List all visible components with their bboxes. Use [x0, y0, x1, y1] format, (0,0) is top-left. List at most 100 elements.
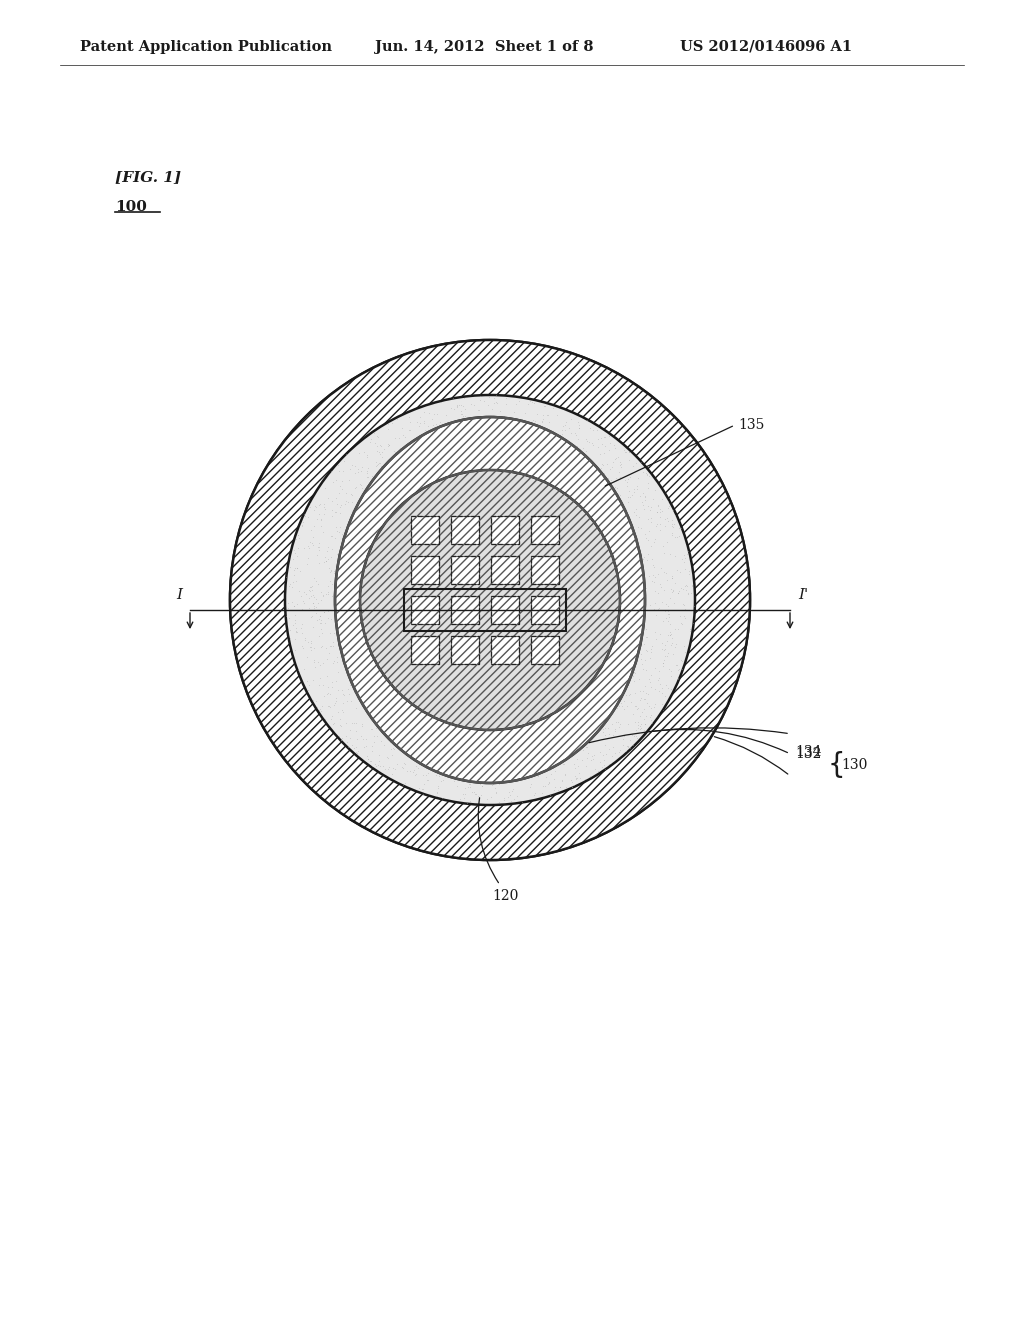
Point [404, 706, 421, 727]
Point [510, 619, 526, 640]
Point [549, 544, 565, 565]
Point [336, 450, 352, 471]
Point [480, 577, 497, 598]
Point [499, 722, 515, 743]
Point [534, 421, 550, 442]
Point [469, 545, 485, 566]
Point [583, 495, 599, 516]
Point [567, 557, 584, 578]
Point [425, 573, 441, 594]
Point [360, 532, 377, 553]
Point [568, 484, 585, 506]
Point [477, 492, 494, 513]
Point [461, 582, 477, 603]
Point [506, 722, 522, 743]
Point [470, 635, 486, 656]
Point [565, 619, 582, 640]
Point [557, 675, 573, 696]
Point [334, 523, 350, 544]
Point [396, 536, 413, 557]
Point [475, 473, 492, 494]
Point [611, 454, 628, 475]
Point [450, 741, 466, 762]
Point [432, 771, 449, 792]
Point [622, 585, 638, 606]
Point [347, 627, 364, 648]
Point [327, 572, 343, 593]
Point [362, 653, 379, 675]
Point [333, 582, 349, 603]
Point [502, 693, 518, 714]
Bar [411, 597, 439, 624]
Point [621, 450, 637, 471]
Point [513, 500, 529, 521]
Point [511, 739, 527, 760]
Point [539, 573, 555, 594]
Point [294, 515, 310, 536]
Point [368, 532, 384, 553]
Point [521, 428, 538, 449]
Point [495, 488, 511, 510]
Point [550, 524, 566, 545]
Point [500, 702, 516, 723]
Point [414, 708, 430, 729]
Point [544, 545, 560, 566]
Point [401, 412, 418, 433]
Point [436, 764, 453, 785]
Point [560, 572, 577, 593]
Point [287, 605, 303, 626]
Point [606, 635, 623, 656]
Point [580, 525, 596, 546]
Point [336, 684, 352, 705]
Point [420, 543, 436, 564]
Point [562, 554, 579, 576]
Point [393, 756, 410, 777]
Point [501, 503, 517, 524]
Point [302, 532, 318, 553]
Point [483, 609, 500, 630]
Point [384, 688, 400, 709]
Point [580, 660, 596, 681]
Point [474, 626, 490, 647]
Point [659, 630, 676, 651]
Point [523, 392, 540, 413]
Point [635, 482, 651, 503]
Point [535, 527, 551, 548]
Point [596, 664, 612, 685]
Point [372, 444, 388, 465]
Point [393, 669, 410, 690]
Point [616, 609, 633, 630]
Point [373, 544, 389, 565]
Point [422, 482, 438, 503]
Point [464, 781, 480, 803]
Point [551, 656, 567, 677]
Point [643, 639, 659, 660]
Point [389, 458, 406, 479]
Point [665, 581, 681, 602]
Point [508, 659, 524, 680]
Point [449, 623, 465, 644]
Point [507, 446, 523, 467]
Point [421, 747, 437, 768]
Point [443, 475, 460, 496]
Point [484, 673, 501, 694]
Point [381, 434, 397, 455]
Point [496, 787, 512, 808]
Point [558, 700, 574, 721]
Point [346, 668, 362, 689]
Point [553, 659, 569, 680]
Point [616, 665, 633, 686]
Point [407, 463, 423, 484]
Point [433, 451, 450, 473]
Point [586, 700, 602, 721]
Point [542, 656, 558, 677]
Point [462, 533, 478, 554]
Point [659, 611, 676, 632]
Point [633, 717, 649, 738]
Point [354, 605, 371, 626]
Point [362, 569, 379, 590]
Point [458, 494, 474, 515]
Point [470, 496, 486, 517]
Point [503, 648, 519, 669]
Point [334, 727, 350, 748]
